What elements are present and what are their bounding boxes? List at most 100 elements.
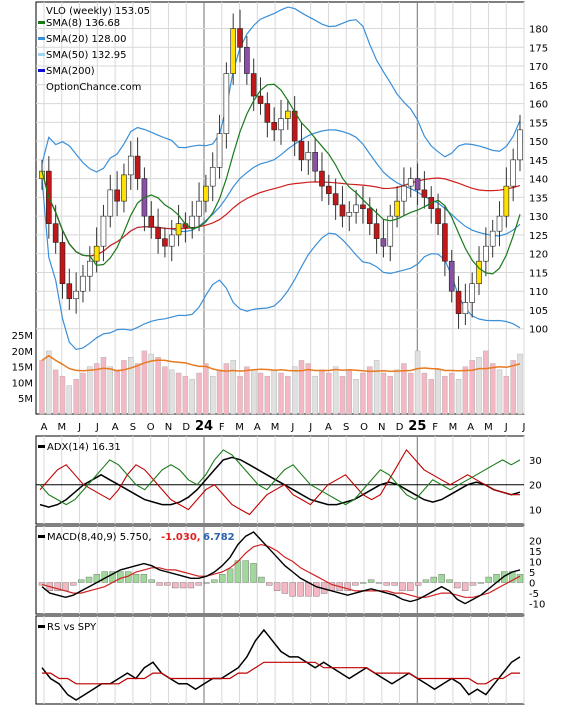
- macd-histogram-bar: [516, 574, 524, 583]
- candle-body: [414, 178, 421, 191]
- price-tick-label: 155: [529, 118, 548, 129]
- volume-bar: [496, 369, 503, 415]
- macd-tick-label: 20: [529, 536, 542, 547]
- candle-body: [134, 155, 141, 179]
- volume-tick-label: 15M: [12, 363, 33, 374]
- candle-body: [162, 238, 168, 247]
- price-tick-label: 160: [529, 100, 548, 111]
- candle-body: [52, 223, 59, 243]
- volume-bar: [107, 366, 113, 415]
- macd-histogram-value: 6.782: [203, 532, 235, 543]
- macd-histogram-bar: [367, 579, 375, 583]
- volume-bar: [100, 357, 107, 415]
- volume-bar: [285, 375, 291, 415]
- adx-tick-label: 20: [529, 481, 542, 492]
- candle-body: [223, 73, 230, 134]
- candle-body: [114, 189, 120, 202]
- candle-body: [209, 167, 216, 187]
- volume-bar: [162, 366, 168, 415]
- volume-bar: [401, 363, 407, 415]
- volume-bar: [332, 366, 339, 415]
- volume-bar: [483, 350, 489, 415]
- candle-body: [455, 290, 462, 315]
- volume-bar: [367, 366, 373, 415]
- macd-histogram-bar: [250, 563, 257, 583]
- volume-bar: [517, 353, 523, 415]
- volume-bar: [305, 363, 312, 415]
- candle-body: [189, 215, 196, 228]
- volume-bar: [469, 360, 475, 415]
- candle-body: [203, 185, 209, 202]
- macd-histogram-bar: [258, 576, 265, 583]
- candle-body: [517, 129, 523, 161]
- adx-layer: [36, 448, 524, 516]
- macd-signal-value: -1.030,: [161, 532, 201, 543]
- price-tick-label: 130: [529, 212, 548, 223]
- macd-swatch: [38, 535, 45, 538]
- macd-histogram-bar: [211, 579, 218, 583]
- macd-histogram-bar: [132, 574, 140, 583]
- x-tick-label: M: [271, 422, 280, 433]
- candle-body: [66, 283, 73, 300]
- candle-body: [73, 290, 79, 300]
- adx-series-line: [39, 449, 521, 506]
- legend-sma200-swatch: [38, 69, 45, 72]
- macd-histogram-bar: [289, 582, 296, 597]
- x-tick-label: D: [182, 422, 190, 433]
- legend-sma50-swatch: [38, 53, 45, 56]
- x-tick-label: J: [308, 422, 312, 433]
- candle-body: [168, 234, 175, 247]
- volume-bar: [80, 372, 86, 415]
- rs-series-line: [42, 661, 520, 685]
- x-tick-label: F: [432, 422, 438, 433]
- volume-bar: [189, 379, 195, 415]
- macd-tick-label: 10: [529, 557, 542, 568]
- volume-bar: [210, 375, 216, 415]
- candle-body: [175, 223, 182, 236]
- volume-bar: [414, 350, 421, 415]
- candle-body: [264, 103, 271, 123]
- bollinger-upper: [41, 6, 521, 173]
- macd-histogram-bar: [172, 582, 179, 589]
- price-tick-label: 125: [529, 231, 548, 242]
- candle-body: [230, 28, 236, 74]
- macd-tick-label: 0: [529, 579, 535, 590]
- price-tick-label: 150: [529, 137, 548, 148]
- volume-bar: [387, 375, 393, 415]
- macd-histogram-bar: [164, 582, 171, 586]
- candle-body: [148, 215, 155, 228]
- candle-body: [271, 122, 277, 131]
- candle-body: [107, 189, 114, 217]
- candle-body: [244, 46, 250, 74]
- x-tick-label: F: [219, 422, 225, 433]
- x-tick-label: S: [343, 422, 349, 433]
- volume-bar: [503, 375, 510, 415]
- volume-bar: [346, 369, 352, 415]
- macd-histogram-bar: [438, 574, 445, 583]
- candle-body: [325, 185, 332, 194]
- macd-histogram-bar: [195, 582, 202, 586]
- price-tick-label: 100: [529, 325, 548, 336]
- volume-bar: [326, 372, 332, 415]
- volume-bar: [73, 379, 79, 415]
- volume-bar: [39, 360, 45, 415]
- candle-body: [366, 208, 373, 224]
- x-tick-label: 24: [195, 419, 213, 434]
- candle-body: [353, 204, 359, 213]
- volume-bar: [264, 375, 271, 415]
- macd-histogram-bar: [273, 582, 281, 591]
- candle-body: [360, 204, 366, 209]
- x-tick-label: A: [467, 422, 474, 433]
- macd-histogram-bar: [414, 582, 422, 586]
- volume-bar: [339, 375, 346, 415]
- volume-bar: [298, 360, 305, 415]
- macd-tick-label: -10: [529, 600, 545, 611]
- candle-body: [59, 242, 66, 285]
- volume-bar: [216, 369, 223, 415]
- volume-bar: [141, 350, 148, 415]
- x-tick-label: M: [235, 422, 244, 433]
- volume-bar: [128, 357, 134, 415]
- adx-legend: ADX(14) 16.31: [38, 442, 121, 453]
